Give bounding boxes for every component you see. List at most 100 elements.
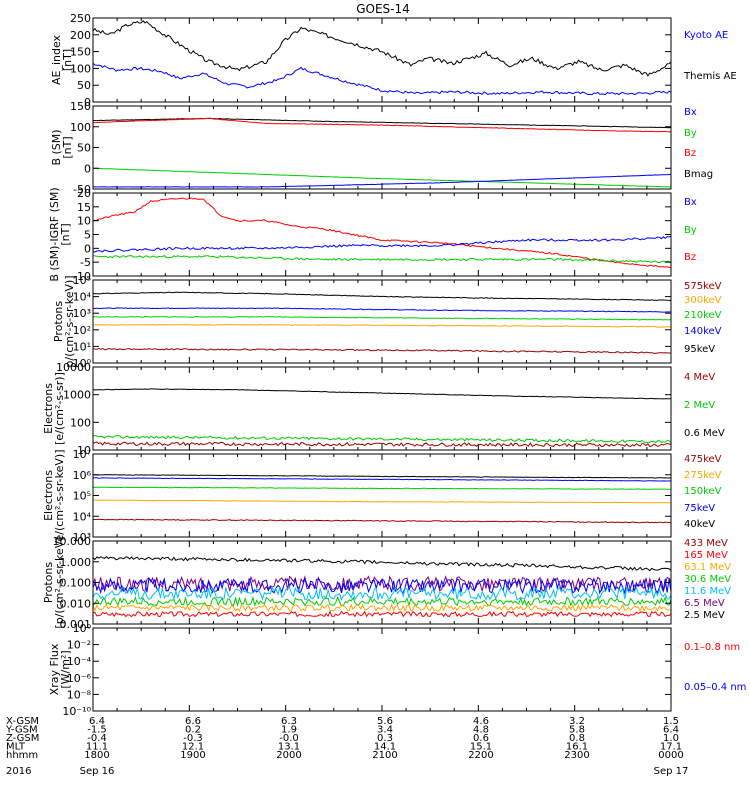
- series-40kev: [93, 474, 671, 479]
- legend-item: Themis AE: [683, 71, 737, 82]
- legend-item: Bz: [684, 252, 696, 263]
- legend-item: 0.05–0.4 nm: [684, 682, 746, 693]
- series-575kev: [93, 347, 671, 354]
- y-tick-label: 150: [70, 100, 91, 113]
- y-axis-label: Electronse/(cm²-s-sr-keV)]: [42, 450, 66, 542]
- y-tick-label: 0: [84, 242, 91, 255]
- y-tick-label: 100: [70, 121, 91, 134]
- ephemeris-value: 13.1: [278, 742, 300, 753]
- ephemeris-value: 3.2: [569, 716, 585, 727]
- ephemeris-value: 1.5: [663, 716, 679, 727]
- ephemeris-value: 0.8: [569, 733, 585, 744]
- series-165-mev: [93, 603, 671, 613]
- panel-frame: [92, 17, 672, 103]
- ephemeris-value: 0.6: [473, 733, 489, 744]
- series-150kev: [93, 486, 671, 490]
- y-tick-label: 10: [77, 444, 91, 457]
- legend-item: 11.6 MeV: [684, 586, 731, 597]
- series-140kev: [93, 307, 671, 313]
- series-2-5-mev: [93, 556, 671, 572]
- legend-item: 40keV: [684, 519, 715, 530]
- y-tick-label: 10³: [73, 531, 91, 544]
- ephemeris-value: 16.1: [566, 742, 588, 753]
- y-tick-label: 10⁰: [73, 622, 92, 635]
- ephemeris-value: 1900: [180, 750, 205, 761]
- y-tick-label: 0: [84, 162, 91, 175]
- series-11-6-mev: [93, 577, 671, 595]
- ephemeris-value: 0.2: [185, 725, 201, 736]
- y-tick-label: 10⁻⁴: [67, 655, 92, 668]
- y-tick-label: 10¹: [73, 340, 91, 353]
- y-tick-label: 10⁵: [73, 490, 91, 503]
- y-tick-label: 100: [70, 62, 91, 75]
- y-tick-label: 10000: [56, 361, 91, 374]
- legend-item: 75keV: [684, 503, 715, 514]
- y-tick-label: 50: [77, 79, 91, 92]
- y-tick-label: -5: [80, 256, 91, 269]
- series-210kev: [93, 316, 671, 321]
- series-433-mev: [93, 610, 671, 618]
- y-tick-label: 10⁷: [73, 448, 91, 461]
- ephemeris-value: 15.1: [470, 742, 492, 753]
- legend-item: 0.6 MeV: [684, 428, 725, 439]
- ephemeris-row-label: MLT: [6, 742, 26, 753]
- series-bx: [93, 235, 671, 253]
- legend-item: 433 MeV: [684, 538, 728, 549]
- series-30-6-mev: [93, 585, 671, 602]
- y-tick-label: 10²: [73, 324, 91, 337]
- y-axis-label: Protons[p/(cm²-s-sr-keV): [42, 536, 66, 628]
- legend-item: By: [684, 225, 697, 236]
- series-475kev: [93, 518, 671, 524]
- legend-item: By: [684, 128, 697, 139]
- legend-item: 63.1 MeV: [684, 562, 731, 573]
- y-axis-label: Xray Flux[W/m²]: [48, 643, 72, 695]
- legend-item: Bx: [684, 197, 697, 208]
- y-tick-label: 150: [70, 46, 91, 59]
- ephemeris-value: 6.3: [281, 716, 297, 727]
- y-tick-label: 0.010: [60, 597, 92, 610]
- legend-item: 165 MeV: [684, 550, 728, 561]
- y-axis-label: Electrons[e/(cm²-s-sr)]: [42, 372, 66, 445]
- legend-item: Bz: [684, 148, 696, 159]
- legend-item: 0.1–0.8 nm: [684, 642, 740, 653]
- y-tick-label: 1.000: [60, 556, 92, 569]
- ephemeris-value: 6.4: [89, 716, 105, 727]
- ephemeris-row-label: Z-GSM: [6, 733, 39, 744]
- y-tick-label: 10.000: [53, 535, 92, 548]
- y-tick-label: 200: [70, 29, 91, 42]
- series-themis-ae: [93, 20, 671, 77]
- y-tick-label: 15: [77, 201, 91, 214]
- legend-item: 2.5 MeV: [684, 610, 725, 621]
- y-tick-label: 10³: [73, 307, 91, 320]
- ephemeris-value: 2200: [468, 750, 493, 761]
- y-tick-label: 10⁰: [73, 357, 92, 370]
- ephemeris-value: 2100: [372, 750, 397, 761]
- ephemeris-table: X-GSM 6.4 6.6 6.3 5.6 4.6 3.2 1.5 Y-GSM -1.5 0.2 1.…: [5, 716, 688, 777]
- y-tick-label: 10⁻⁸: [67, 688, 92, 701]
- y-tick-label: 100: [70, 416, 91, 429]
- ephemeris-value: -1.5: [87, 725, 107, 736]
- y-tick-label: 1000: [63, 389, 91, 402]
- y-tick-label: 20: [77, 187, 91, 200]
- y-tick-label: 10⁴: [73, 510, 92, 523]
- y-tick-label: 10⁴: [73, 291, 92, 304]
- y-axis-label: B (SM)-IGRF (SM)[nT]: [48, 187, 72, 281]
- ephemeris-value: 12.1: [182, 742, 204, 753]
- panel-frame: [92, 453, 672, 538]
- legend-item: 300keV: [684, 295, 722, 306]
- legend-item: 4 MeV: [684, 372, 715, 383]
- ephemeris-value: 1.9: [281, 725, 297, 736]
- y-axis-label: B (SM)[nT]: [50, 129, 74, 165]
- y-tick-label: 10⁻⁶: [67, 672, 92, 685]
- y-tick-label: 10: [77, 215, 91, 228]
- y-tick-label: 50: [77, 142, 91, 155]
- panel-electrons_kev: 10³ 10⁴ 10⁵ 10⁶ 10⁷ Electronse/(cm²-s-sr-keV)…: [42, 448, 722, 544]
- ephemeris-value: 1800: [84, 750, 109, 761]
- panel-frame: [92, 627, 672, 712]
- series-2-mev: [93, 434, 671, 444]
- ephemeris-value: 0.3: [377, 733, 393, 744]
- ephemeris-end-date: Sep 17: [654, 766, 689, 777]
